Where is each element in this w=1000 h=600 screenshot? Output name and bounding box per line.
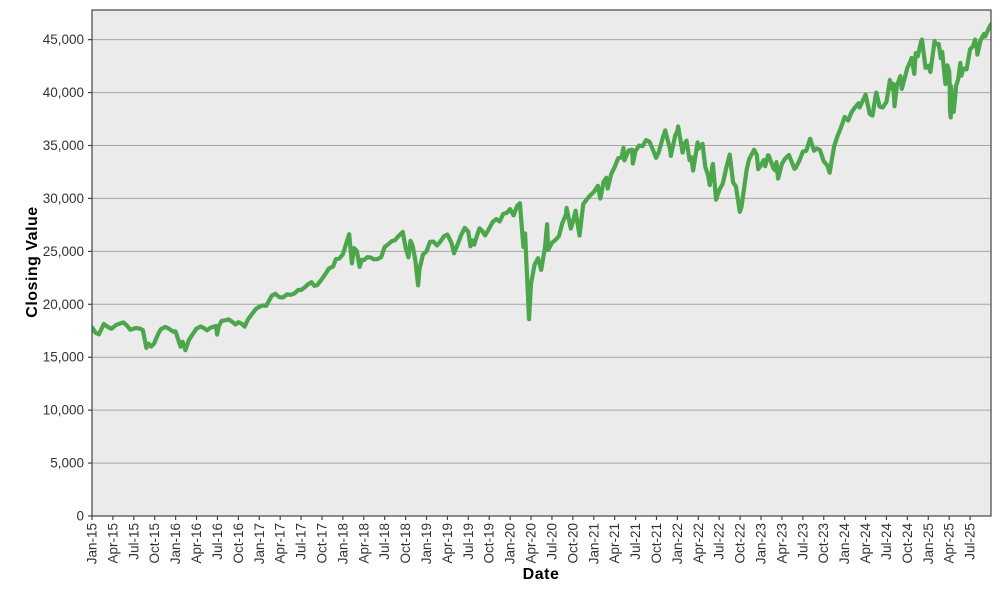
x-tick-label: Jan-22 [670, 523, 685, 564]
closing-value-line [92, 22, 991, 353]
x-tick-label: Jul-22 [712, 523, 727, 560]
x-tick-label: Jul-19 [461, 523, 476, 560]
x-tick-label: Jul-15 [126, 523, 141, 560]
x-tick-label: Jan-24 [837, 523, 852, 565]
x-tick-label: Jul-25 [963, 523, 978, 560]
y-tick-label: 25,000 [43, 244, 84, 259]
x-tick-label: Apr-24 [858, 523, 873, 564]
y-tick-label: 0 [76, 509, 84, 524]
y-tick-label: 30,000 [43, 191, 84, 206]
x-tick-label: Jul-20 [544, 523, 559, 560]
x-tick-label: Jan-21 [586, 523, 601, 564]
x-tick-label: Jan-16 [168, 523, 183, 564]
x-tick-label: Jan-17 [252, 523, 267, 564]
x-tick-label: Jul-21 [628, 523, 643, 560]
x-tick-label: Jan-20 [503, 523, 518, 564]
x-tick-label: Oct-18 [398, 523, 413, 564]
plot-border [91, 9, 992, 517]
x-tick-label: Oct-21 [649, 523, 664, 564]
x-tick-label: Jul-18 [377, 523, 392, 560]
x-tick-label: Apr-20 [524, 523, 539, 564]
x-axis-title: Date [522, 566, 560, 583]
x-tick-label: Jan-15 [85, 523, 100, 564]
x-tick-label: Jul-16 [210, 523, 225, 560]
x-tick-label: Oct-17 [314, 523, 329, 564]
x-tick-label: Oct-20 [565, 523, 580, 564]
y-tick-label: 10,000 [43, 403, 84, 418]
x-tick-label: Apr-25 [942, 523, 957, 564]
x-tick-label: Apr-16 [189, 523, 204, 564]
x-tick-label: Apr-21 [607, 523, 622, 564]
y-tick-label: 45,000 [43, 32, 84, 47]
x-tick-label: Jul-17 [294, 523, 309, 560]
y-tick-label: 20,000 [43, 297, 84, 312]
y-tick-label: 5,000 [50, 456, 84, 471]
x-tick-label: Oct-16 [231, 523, 246, 564]
x-tick-label: Apr-19 [440, 523, 455, 564]
x-tick-label: Oct-24 [900, 523, 915, 564]
x-tick-label: Jul-24 [879, 523, 894, 560]
x-tick-label: Jan-23 [754, 523, 769, 564]
x-tick-label: Oct-23 [816, 523, 831, 564]
x-tick-label: Oct-15 [147, 523, 162, 564]
x-tick-label: Apr-18 [356, 523, 371, 564]
y-axis-title: Closing Value [24, 206, 41, 318]
y-tick-label: 40,000 [43, 85, 84, 100]
x-tick-label: Jan-19 [419, 523, 434, 564]
x-tick-label: Apr-23 [774, 523, 789, 564]
x-tick-label: Jan-25 [921, 523, 936, 564]
x-tick-label: Apr-15 [105, 523, 120, 564]
x-tick-label: Oct-19 [482, 523, 497, 564]
x-tick-label: Apr-22 [691, 523, 706, 564]
x-tick-label: Jan-18 [335, 523, 350, 564]
x-tick-label: Jul-23 [795, 523, 810, 560]
x-tick-label: Oct-22 [733, 523, 748, 564]
y-tick-label: 35,000 [43, 138, 84, 153]
y-tick-label: 15,000 [43, 350, 84, 365]
x-tick-label: Apr-17 [273, 523, 288, 564]
